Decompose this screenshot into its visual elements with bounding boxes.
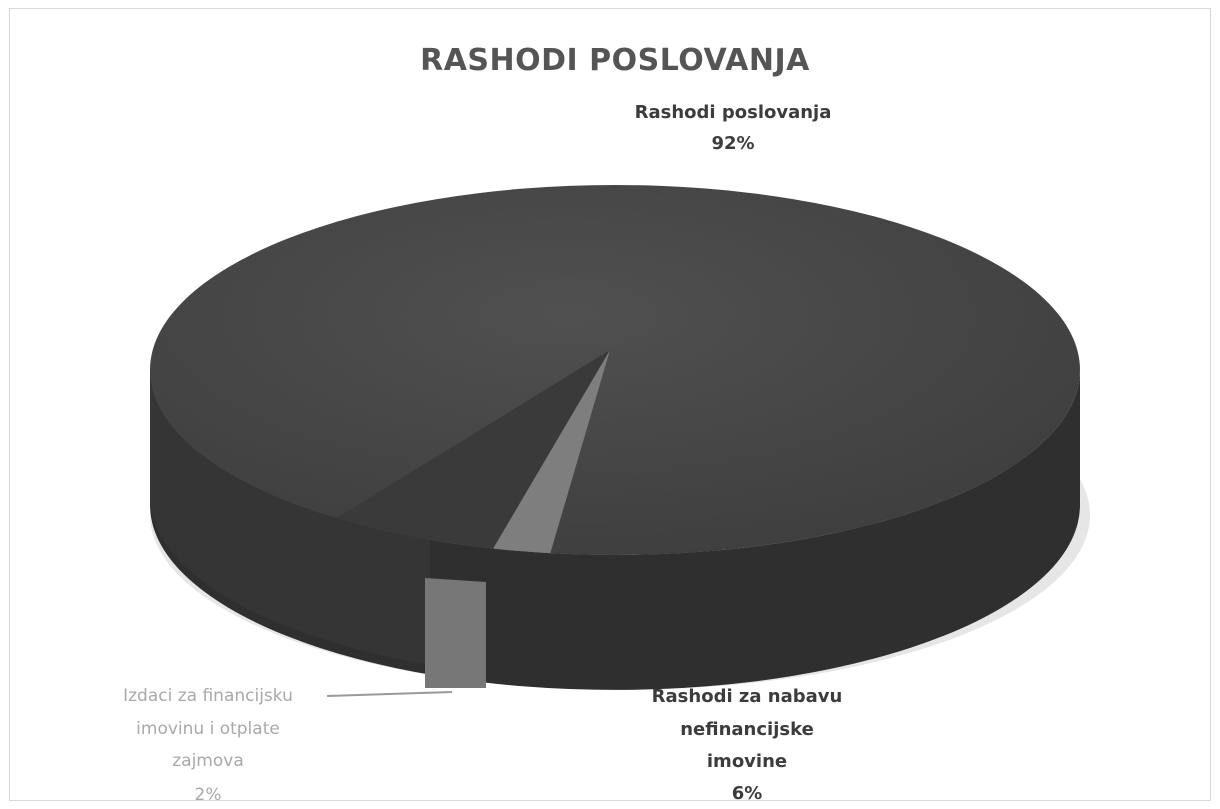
pie-side-highlight <box>150 370 430 665</box>
leader-line-izdaci <box>326 691 453 697</box>
label-rashodi-nabavu: Rashodi za nabavu nefinancijske imovine … <box>652 686 843 804</box>
label-percent: 6% <box>732 783 763 804</box>
label-izdaci: Izdaci za financijsku imovinu i otplate … <box>123 686 293 805</box>
label-line: imovine <box>707 751 787 772</box>
label-line: zajmova <box>172 751 244 771</box>
label-rashodi-poslovanja: Rashodi poslovanja 92% <box>635 102 832 154</box>
slice-izdaci <box>493 350 610 554</box>
label-line: Izdaci za financijsku <box>123 686 293 706</box>
label-line: Rashodi poslovanja <box>635 102 832 123</box>
label-percent: 2% <box>195 785 222 805</box>
label-line: Rashodi za nabavu <box>652 686 843 707</box>
label-percent: 92% <box>711 133 754 154</box>
pie-top <box>150 185 1080 555</box>
slice-rashodi-nabavu <box>336 350 610 549</box>
chart-title: RASHODI POSLOVANJA <box>420 43 810 78</box>
slice-wall-izdaci <box>425 578 486 688</box>
label-line: imovinu i otplate <box>136 719 280 739</box>
pie-slices <box>336 350 610 554</box>
label-line: nefinancijske <box>680 719 814 740</box>
